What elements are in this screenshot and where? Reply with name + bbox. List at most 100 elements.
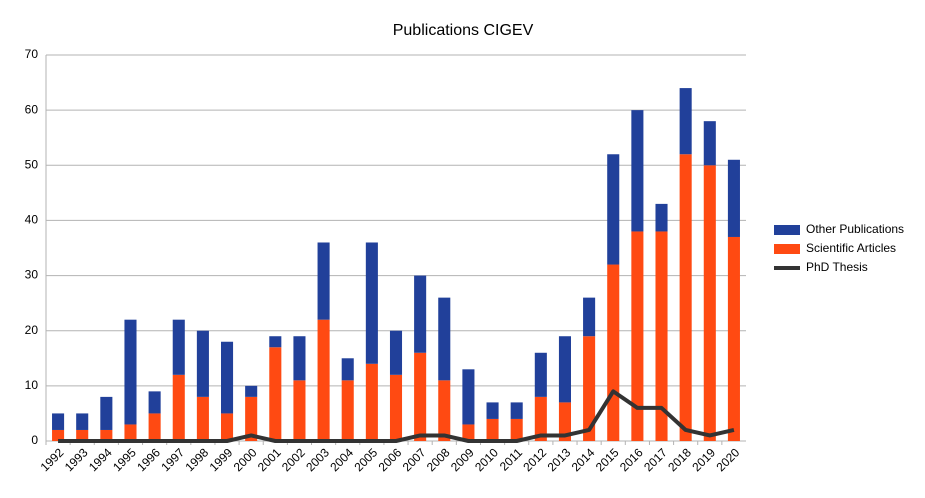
bar (583, 336, 596, 441)
x-tick-label: 2005 (351, 445, 380, 474)
legend-label: Other Publications (806, 222, 904, 236)
x-tick-label: 2012 (520, 445, 549, 474)
bar (221, 341, 234, 414)
bar (148, 391, 161, 414)
bar (510, 402, 523, 419)
x-tick-label: 2004 (327, 445, 356, 474)
x-tick-label: 2000 (231, 445, 260, 474)
bar (583, 297, 596, 337)
chart-title: Publications CIGEV (393, 22, 534, 39)
x-tick-label: 1996 (134, 445, 163, 474)
x-tick-label: 2015 (593, 445, 622, 474)
bar (293, 380, 306, 441)
bar (389, 330, 403, 375)
bar (341, 358, 354, 381)
bar (679, 154, 692, 441)
bar (365, 242, 378, 364)
bar (558, 402, 571, 441)
bar (558, 336, 571, 403)
x-tick-label: 2011 (497, 445, 525, 473)
x-tick-label: 2010 (472, 445, 501, 474)
bar (607, 264, 620, 441)
bar (727, 236, 740, 441)
bar (510, 418, 523, 441)
x-tick-label: 2013 (545, 445, 574, 474)
x-tick-label: 2019 (689, 445, 718, 474)
x-tick-label: 2007 (400, 445, 429, 474)
bar (245, 396, 258, 441)
bar (486, 402, 499, 419)
bar (124, 319, 137, 425)
legend-label: PhD Thesis (806, 260, 868, 274)
y-tick-label: 20 (25, 323, 39, 337)
x-tick-label: 2008 (424, 445, 453, 474)
line (58, 389, 735, 443)
x-tick-label: 2016 (617, 445, 646, 474)
legend-swatch (774, 244, 800, 254)
bar (172, 319, 185, 375)
y-tick-label: 70 (25, 47, 39, 61)
legend-swatch (774, 225, 800, 235)
x-tick-label: 1994 (86, 445, 115, 474)
bar (293, 336, 306, 381)
x-tick-label: 1998 (182, 445, 211, 474)
y-tick-label: 40 (25, 213, 39, 227)
bar (655, 231, 668, 441)
bar (341, 380, 354, 441)
x-tick-label: 2017 (641, 445, 670, 474)
bar (52, 413, 65, 430)
bar (703, 121, 716, 166)
bar (389, 374, 403, 441)
bar (607, 154, 620, 265)
x-tick-label: 2001 (255, 445, 284, 474)
x-tick-label: 2002 (279, 445, 308, 474)
bar (438, 380, 451, 441)
bar (703, 165, 716, 442)
x-tick-label: 2006 (376, 445, 405, 474)
bar (534, 352, 547, 397)
bar (631, 110, 644, 232)
bar (196, 396, 209, 441)
bar (631, 231, 644, 441)
bar (245, 385, 258, 397)
x-tick-label: 2003 (303, 445, 332, 474)
y-tick-label: 60 (25, 102, 39, 116)
x-tick-label: 2009 (448, 445, 477, 474)
bar (317, 242, 330, 320)
bar (365, 363, 378, 441)
bar (534, 396, 547, 441)
bar (462, 369, 475, 425)
bar (269, 347, 282, 441)
bar (655, 203, 668, 232)
legend-label: Scientific Articles (806, 241, 896, 255)
x-tick-label: 1997 (158, 445, 187, 474)
y-tick-label: 50 (25, 157, 39, 171)
x-tick-label: 1999 (207, 445, 236, 474)
bar (100, 429, 113, 441)
bar (486, 418, 499, 441)
bar (100, 396, 113, 430)
bar (76, 429, 89, 441)
bar (317, 319, 330, 441)
bar (52, 429, 65, 441)
x-tick-label: 2018 (665, 445, 694, 474)
x-tick-label: 2014 (569, 445, 598, 474)
x-tick-label: 1993 (62, 445, 91, 474)
bar (462, 424, 475, 441)
bar (196, 330, 209, 397)
bar (679, 88, 692, 155)
x-tick-label: 1995 (110, 445, 139, 474)
bar (727, 159, 740, 237)
x-tick-label: 1992 (38, 445, 67, 474)
y-tick-label: 10 (25, 378, 39, 392)
bar (172, 374, 185, 441)
bar (148, 413, 161, 441)
bar (438, 297, 451, 381)
bar (414, 275, 427, 353)
bar (269, 336, 282, 348)
bar (221, 413, 234, 441)
y-tick-label: 30 (25, 268, 39, 282)
x-tick-label: 2020 (714, 445, 743, 474)
